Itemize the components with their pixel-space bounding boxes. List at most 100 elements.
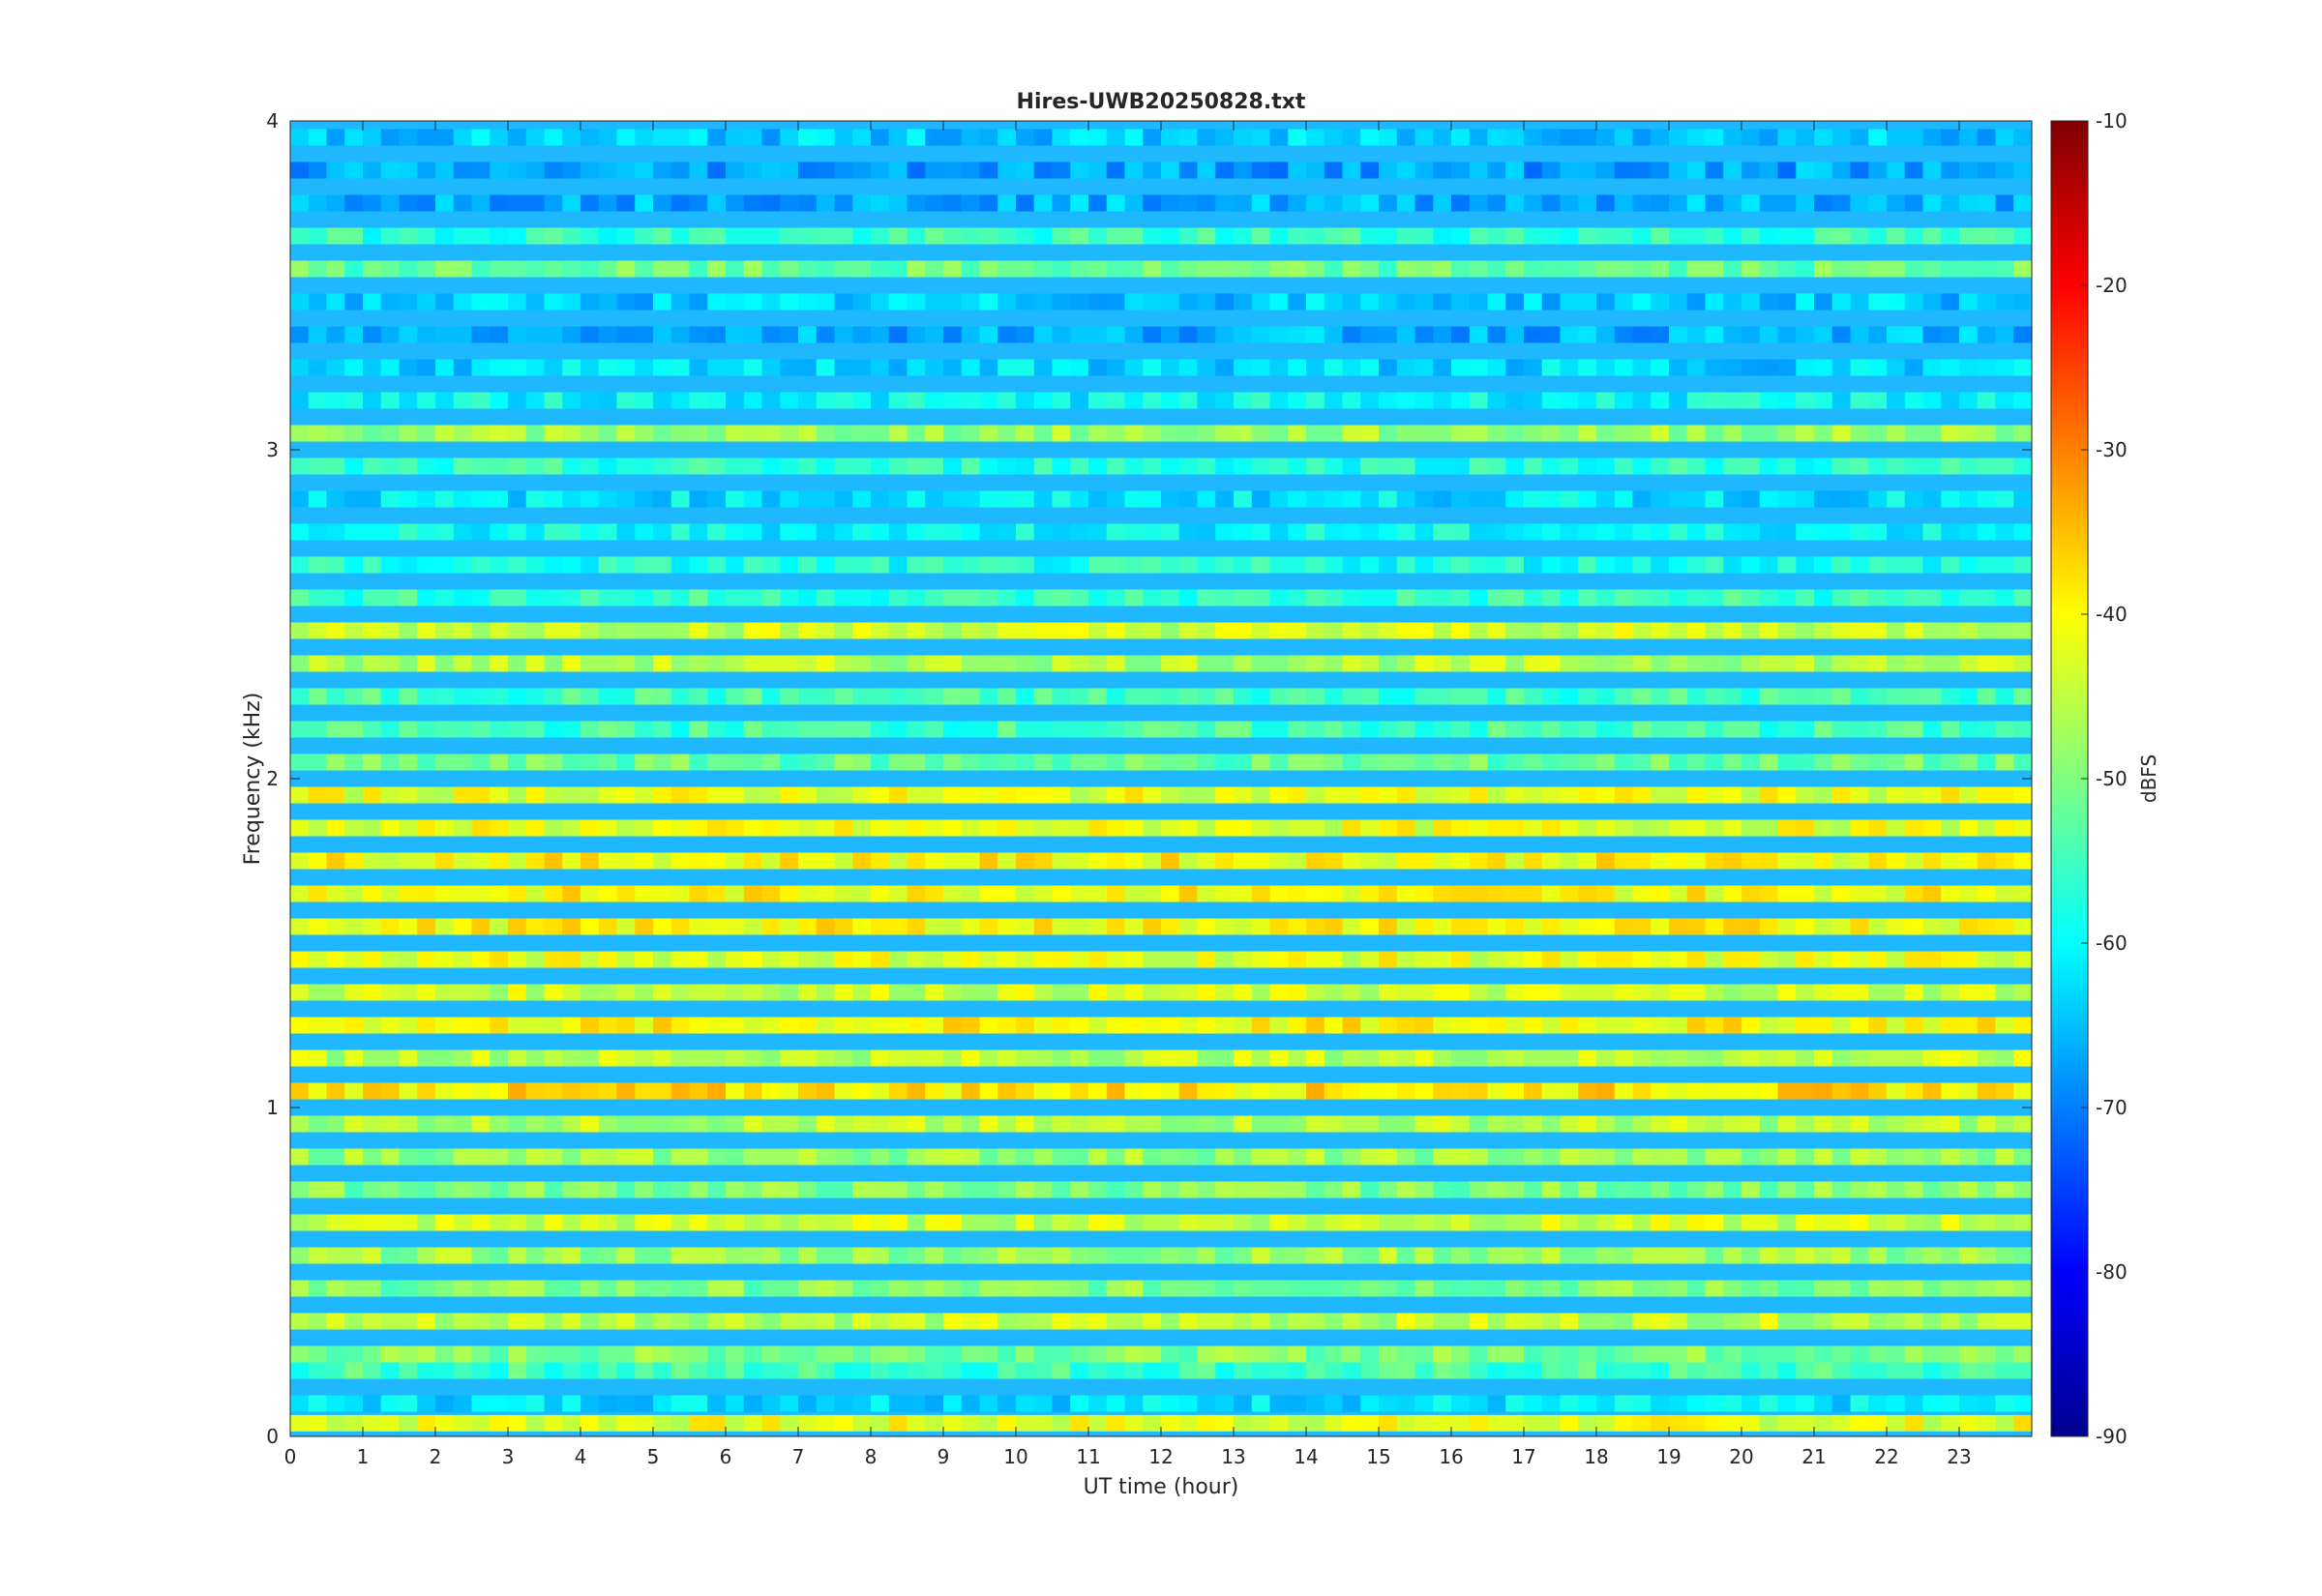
spectrogram-cell xyxy=(689,688,708,705)
spectrogram-cell xyxy=(417,1148,436,1166)
spectrogram-cell xyxy=(1777,754,1797,771)
spectrogram-cell xyxy=(798,918,818,935)
spectrogram-band xyxy=(290,1414,2033,1432)
spectrogram-cell xyxy=(780,162,799,179)
spectrogram-cell xyxy=(798,1362,818,1379)
spectrogram-cell xyxy=(1977,819,1997,837)
spectrogram-cell xyxy=(1234,392,1253,409)
spectrogram-cell xyxy=(852,293,872,310)
spectrogram-cell xyxy=(1868,655,1888,672)
spectrogram-cell xyxy=(707,523,727,541)
spectrogram-cell xyxy=(1269,951,1289,968)
spectrogram-cell xyxy=(1396,1345,1416,1363)
spectrogram-cell xyxy=(380,1414,401,1432)
spectrogram-cell xyxy=(1487,458,1506,475)
spectrogram-cell xyxy=(1705,260,1724,278)
spectrogram-cell xyxy=(780,1214,799,1231)
spectrogram-cell xyxy=(380,458,401,475)
spectrogram-cell xyxy=(326,458,345,475)
spectrogram-cell xyxy=(1922,1280,1942,1297)
spectrogram-cell xyxy=(1868,260,1888,278)
spectrogram-cell xyxy=(1269,655,1289,672)
spectrogram-cell xyxy=(707,293,727,310)
spectrogram-cell xyxy=(344,1362,364,1379)
spectrogram-cell xyxy=(344,786,364,804)
spectrogram-cell xyxy=(888,885,908,902)
spectrogram-cell xyxy=(1723,425,1742,442)
spectrogram-cell xyxy=(780,918,799,935)
spectrogram-cell xyxy=(1088,556,1108,574)
spectrogram-cell xyxy=(1868,1017,1888,1034)
spectrogram-cell xyxy=(888,1049,908,1067)
spectrogram-cell xyxy=(1070,622,1089,639)
spectrogram-cell xyxy=(1777,227,1797,245)
spectrogram-cell xyxy=(471,688,491,705)
spectrogram-cell xyxy=(490,260,509,278)
spectrogram-cell xyxy=(1887,885,1906,902)
spectrogram-cell xyxy=(1814,1414,1833,1432)
spectrogram-cell xyxy=(363,1247,382,1264)
spectrogram-cell xyxy=(1686,918,1707,935)
spectrogram-cell xyxy=(1396,1115,1416,1133)
spectrogram-cell xyxy=(653,1313,672,1330)
spectrogram-cell xyxy=(580,1280,600,1297)
spectrogram-cell xyxy=(707,1362,727,1379)
spectrogram-cell xyxy=(1360,227,1380,245)
spectrogram-cell xyxy=(508,984,527,1001)
spectrogram-cell xyxy=(544,688,563,705)
spectrogram-cell xyxy=(907,1082,926,1100)
spectrogram-cell xyxy=(1742,1115,1761,1133)
spectrogram-cell xyxy=(1632,622,1652,639)
spectrogram-cell xyxy=(363,622,382,639)
spectrogram-cell xyxy=(635,425,654,442)
spectrogram-cell xyxy=(290,392,310,409)
spectrogram-cell xyxy=(1487,260,1506,278)
spectrogram-cell xyxy=(1306,655,1325,672)
spectrogram-cell xyxy=(1977,1214,1997,1231)
spectrogram-cell xyxy=(380,1148,401,1166)
spectrogram-cell xyxy=(1016,260,1035,278)
spectrogram-cell xyxy=(435,490,455,508)
spectrogram-cell xyxy=(490,1280,509,1297)
spectrogram-cell xyxy=(1814,852,1833,870)
spectrogram-cell xyxy=(1814,1345,1833,1363)
spectrogram-cell xyxy=(689,194,708,212)
spectrogram-cell xyxy=(925,918,944,935)
spectrogram-cell xyxy=(961,655,981,672)
spectrogram-cell xyxy=(525,1313,546,1330)
spectrogram-cell xyxy=(1324,1214,1344,1231)
spectrogram-cell xyxy=(943,786,963,804)
spectrogram-cell xyxy=(997,655,1017,672)
spectrogram-cell xyxy=(363,721,382,738)
spectrogram-cell xyxy=(1396,984,1416,1001)
spectrogram-cell xyxy=(834,392,853,409)
spectrogram-cell xyxy=(635,556,654,574)
spectrogram-cell xyxy=(616,852,636,870)
spectrogram-cell xyxy=(834,1313,853,1330)
spectrogram-cell xyxy=(1941,1017,1960,1034)
spectrogram-cell xyxy=(1414,1362,1434,1379)
spectrogram-cell xyxy=(852,490,872,508)
spectrogram-cell xyxy=(1360,326,1380,343)
spectrogram-cell xyxy=(1959,359,1979,376)
spectrogram-cell xyxy=(1941,359,1960,376)
spectrogram-cell xyxy=(707,1082,727,1100)
spectrogram-cell xyxy=(1469,1214,1489,1231)
spectrogram-cell xyxy=(1596,1362,1616,1379)
spectrogram-cell xyxy=(1269,852,1289,870)
spectrogram-cell xyxy=(888,227,908,245)
spectrogram-cell xyxy=(1977,227,1997,245)
spectrogram-cell xyxy=(435,293,455,310)
spectrogram-cell xyxy=(399,326,418,343)
spectrogram-cell xyxy=(1669,1082,1688,1100)
spectrogram-cell xyxy=(616,556,636,574)
spectrogram-cell xyxy=(380,293,401,310)
spectrogram-cell xyxy=(780,1181,799,1198)
spectrogram-cell xyxy=(1669,1017,1688,1034)
y-tick-label: 0 xyxy=(266,1425,279,1448)
spectrogram-cell xyxy=(562,227,581,245)
spectrogram-cell xyxy=(1941,819,1960,837)
spectrogram-cell xyxy=(1033,458,1054,475)
x-tick-label: 15 xyxy=(1366,1445,1390,1468)
spectrogram-cell xyxy=(290,425,310,442)
